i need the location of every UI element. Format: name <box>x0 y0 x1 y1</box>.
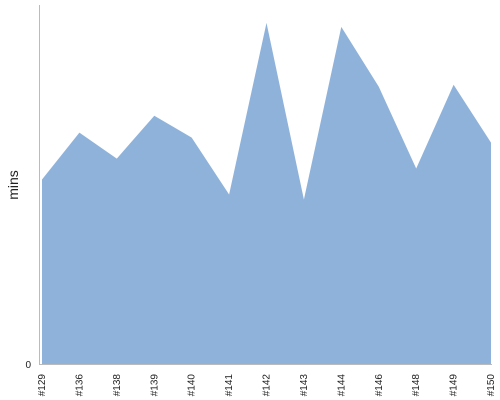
x-tick-label: #139 <box>149 374 160 397</box>
plot-area <box>40 21 493 365</box>
data-point-129 <box>40 178 44 182</box>
data-point-143 <box>302 198 306 202</box>
x-tick-label: #136 <box>74 374 85 397</box>
x-tick-label: #144 <box>336 374 347 397</box>
data-point-144 <box>339 25 343 29</box>
x-tick-label: #142 <box>262 374 273 397</box>
x-tick-label: #140 <box>187 374 198 397</box>
y-tick-label: 0 <box>25 360 31 371</box>
data-point-142 <box>265 21 269 25</box>
data-point-149 <box>452 83 456 87</box>
x-tick-label: #138 <box>112 374 123 397</box>
x-tick-label: #129 <box>37 374 48 397</box>
data-point-140 <box>190 136 194 140</box>
x-tick-label: #149 <box>449 374 460 397</box>
data-point-146 <box>377 85 381 89</box>
series-area <box>42 22 491 365</box>
data-point-139 <box>152 114 156 118</box>
x-axis-ticks: #129 #136 #138 #139 #140 #141 #142 #143 #144 #146… <box>37 374 497 397</box>
data-point-138 <box>115 157 119 161</box>
x-tick-label: #143 <box>299 374 310 397</box>
y-axis-title: mins <box>5 170 21 200</box>
x-tick-label: #146 <box>374 374 385 397</box>
data-point-141 <box>227 193 231 197</box>
x-tick-label: #150 <box>486 374 497 397</box>
data-point-136 <box>77 131 81 135</box>
data-point-148 <box>414 167 418 171</box>
x-tick-label: #148 <box>411 374 422 397</box>
x-tick-label: #141 <box>224 374 235 397</box>
data-point-150 <box>489 141 493 145</box>
y-axis-ticks: 0 <box>25 360 31 371</box>
